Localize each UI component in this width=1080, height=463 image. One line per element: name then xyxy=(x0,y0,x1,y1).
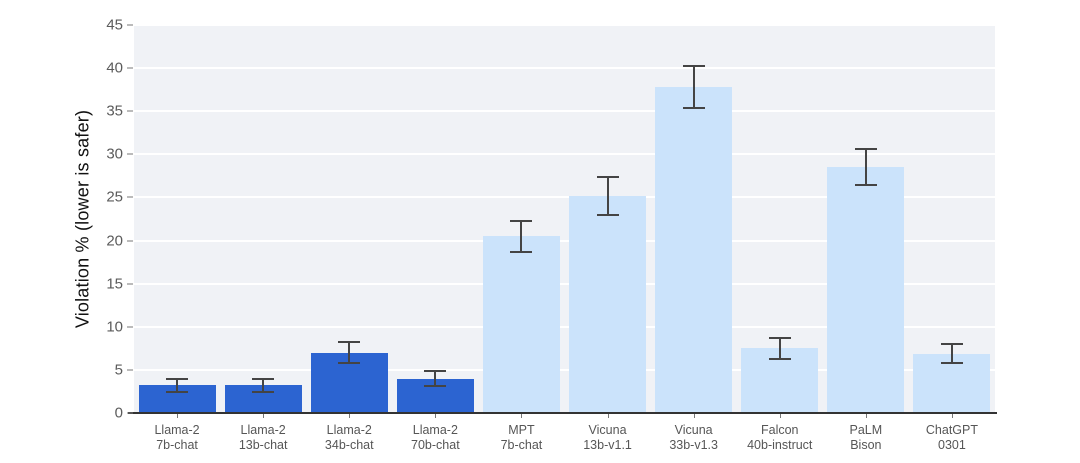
x-tick-mark xyxy=(177,414,179,418)
error-bar-line xyxy=(176,378,179,393)
x-tick-mark xyxy=(865,414,867,418)
error-bar-line xyxy=(262,378,265,393)
y-tick-mark xyxy=(127,67,133,69)
y-tick-mark xyxy=(127,369,133,371)
gridline-y-35 xyxy=(134,110,995,113)
y-tick-label-5: 5 xyxy=(114,361,123,379)
gridline-y-20 xyxy=(134,239,995,242)
x-tick-label-3: Llama-2 34b-chat xyxy=(324,423,374,452)
y-tick-mark xyxy=(127,110,133,112)
y-tick-mark xyxy=(127,153,133,155)
error-bar-cap-top xyxy=(854,148,877,151)
error-bar-cap-bottom xyxy=(252,391,275,394)
plot-area xyxy=(134,24,995,413)
y-tick-mark xyxy=(127,24,133,26)
y-tick-label-0: 0 xyxy=(114,404,123,422)
error-bar-cap-bottom xyxy=(854,184,877,187)
y-tick-label-25: 25 xyxy=(106,188,123,206)
error-bar-cap-top xyxy=(252,377,275,380)
x-tick-mark xyxy=(779,414,781,418)
error-bar-line xyxy=(520,220,523,252)
y-tick-mark xyxy=(127,196,133,198)
error-bar-line xyxy=(692,66,695,108)
error-bar-cap-top xyxy=(768,336,791,339)
error-bar-cap-top xyxy=(596,175,619,178)
x-tick-label-10: ChatGPT 0301 xyxy=(925,423,978,452)
y-tick-label-15: 15 xyxy=(106,275,123,293)
y-axis-title: Violation % (lower is safer) xyxy=(72,109,93,329)
x-tick-mark xyxy=(263,414,265,418)
error-bar-cap-top xyxy=(166,377,189,380)
error-bar-cap-bottom xyxy=(424,385,447,388)
y-tick-label-40: 40 xyxy=(106,59,123,77)
y-tick-label-30: 30 xyxy=(106,145,123,163)
error-bar-line xyxy=(606,176,609,215)
x-tick-label-7: Vicuna 33b-v1.3 xyxy=(669,423,718,452)
x-tick-label-4: Llama-2 70b-chat xyxy=(411,423,460,452)
bar-vicuna-33b-v1.3 xyxy=(655,87,733,413)
error-bar-cap-top xyxy=(338,341,361,344)
y-tick-mark xyxy=(127,283,133,285)
y-tick-mark xyxy=(127,240,133,242)
y-tick-mark xyxy=(127,326,133,328)
error-bar-cap-bottom xyxy=(682,106,705,109)
error-bar-cap-top xyxy=(424,369,447,372)
bar-palm-bison xyxy=(827,167,905,413)
error-bar-line xyxy=(950,344,953,363)
gridline-y-5 xyxy=(134,368,995,371)
error-bar-cap-top xyxy=(940,343,963,346)
error-bar-line xyxy=(778,337,781,359)
x-tick-label-5: MPT 7b-chat xyxy=(500,423,543,452)
error-bar-line xyxy=(434,370,437,387)
error-bar-cap-top xyxy=(510,219,533,222)
bar-vicuna-13b-v1.1 xyxy=(569,195,647,413)
y-tick-label-10: 10 xyxy=(106,318,123,336)
gridline-y-30 xyxy=(134,153,995,156)
gridline-y-45 xyxy=(134,24,995,26)
x-tick-mark xyxy=(521,414,523,418)
gridline-y-10 xyxy=(134,325,995,328)
x-tick-label-8: Falcon 40b-instruct xyxy=(747,423,813,452)
gridline-y-25 xyxy=(134,196,995,199)
x-tick-mark xyxy=(349,414,351,418)
y-tick-label-20: 20 xyxy=(106,232,123,250)
error-bar-line xyxy=(864,149,867,186)
y-tick-label-35: 35 xyxy=(106,102,123,120)
error-bar-line xyxy=(348,342,351,363)
x-tick-mark xyxy=(951,414,953,418)
error-bar-cap-bottom xyxy=(768,357,791,360)
error-bar-cap-bottom xyxy=(166,391,189,394)
x-tick-mark xyxy=(607,414,609,418)
x-axis-line xyxy=(128,412,997,414)
error-bar-cap-bottom xyxy=(940,361,963,364)
error-bar-cap-bottom xyxy=(596,213,619,216)
x-tick-label-6: Vicuna 13b-v1.1 xyxy=(583,423,632,452)
x-tick-label-2: Llama-2 13b-chat xyxy=(238,423,288,452)
y-tick-mark xyxy=(127,412,133,414)
gridline-y-40 xyxy=(134,67,995,70)
x-tick-label-1: Llama-2 7b-chat xyxy=(154,423,200,452)
x-tick-mark xyxy=(435,414,437,418)
x-tick-label-9: PaLM Bison xyxy=(849,423,883,452)
y-tick-label-45: 45 xyxy=(106,16,123,34)
error-bar-cap-top xyxy=(682,65,705,68)
error-bar-cap-bottom xyxy=(510,250,533,253)
x-tick-mark xyxy=(693,414,695,418)
error-bar-cap-bottom xyxy=(338,361,361,364)
bar-mpt-7b-chat xyxy=(482,236,560,413)
gridline-y-15 xyxy=(134,282,995,285)
